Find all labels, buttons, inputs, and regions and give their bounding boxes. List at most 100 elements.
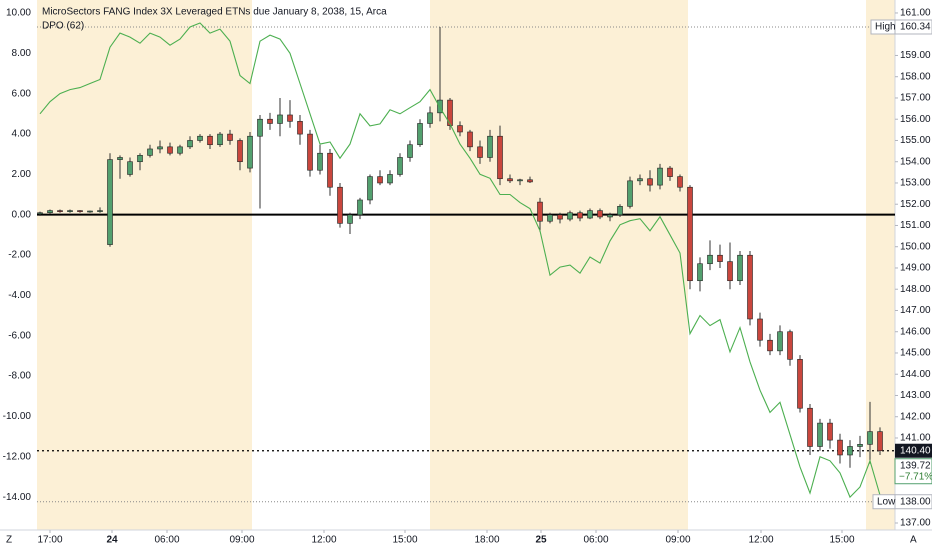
candle-body (437, 99, 443, 114)
candle-body (477, 146, 483, 158)
candle-body (397, 157, 403, 175)
candle-body (317, 152, 323, 171)
high-price-label: 160.34 (900, 22, 931, 33)
x-tick-label: 15:00 (829, 535, 854, 546)
y2-tick-label: 145.00 (900, 348, 931, 359)
candle-body (377, 176, 383, 184)
candle-body (447, 99, 453, 126)
y2-tick-label: 158.00 (900, 71, 931, 82)
other-price-label: 139.72 (900, 460, 931, 471)
candle-body (787, 331, 793, 360)
low-price-label: 138.00 (900, 496, 931, 507)
candle-body (347, 214, 353, 224)
y-tick-label: -14.00 (3, 492, 32, 503)
y2-tick-label: 148.00 (900, 284, 931, 295)
candle-body (497, 135, 503, 180)
y-tick-label: 4.00 (12, 129, 32, 140)
candle-body (37, 212, 43, 215)
candle-body (557, 214, 563, 220)
candle-body (307, 133, 313, 171)
y2-tick-label: 157.00 (900, 93, 931, 104)
candle-body (627, 180, 633, 207)
dpo-line (39, 22, 881, 499)
candle-body (297, 121, 303, 135)
y2-tick-label: 144.00 (900, 369, 931, 380)
candle-body (737, 254, 743, 282)
candle-body (677, 176, 683, 188)
candle-body (747, 254, 753, 320)
candle-body (277, 114, 283, 124)
candle-body (767, 339, 773, 352)
y-tick-label: 6.00 (12, 88, 32, 99)
candle-body (387, 174, 393, 184)
candle-body (57, 210, 63, 212)
y2-tick-label: 156.00 (900, 114, 931, 125)
candle-body (577, 212, 583, 219)
candle-body (837, 439, 843, 456)
candle-body (197, 135, 203, 141)
y2-tick-label: 159.00 (900, 50, 931, 61)
corner-label: Z (6, 535, 12, 546)
x-tick-label: 12:00 (748, 535, 773, 546)
candle-body (547, 214, 553, 222)
candle-body (247, 135, 253, 169)
y2-tick-label: 161.00 (900, 8, 931, 19)
y2-tick-label: 141.00 (900, 433, 931, 444)
candle-body (417, 123, 423, 146)
indicator-label: DPO (62) (42, 21, 84, 32)
x-tick-label: 17:00 (37, 535, 62, 546)
y2-tick-label: 153.00 (900, 178, 931, 189)
high-tag-box (870, 19, 896, 35)
x-tick-label: 18:00 (474, 535, 499, 546)
candle-body (367, 176, 373, 201)
y2-tick-label: 143.00 (900, 390, 931, 401)
y2-tick-label: 151.00 (900, 220, 931, 231)
candle-body (877, 431, 883, 452)
y-tick-label: -12.00 (3, 451, 32, 462)
y-tick-label: 8.00 (12, 48, 32, 59)
candle-body (407, 144, 413, 158)
candle-body (147, 148, 153, 156)
candle-body (67, 210, 73, 212)
candle-body (267, 118, 273, 124)
change-label: −7.71% (899, 471, 932, 482)
x-tick-label: 06:00 (154, 535, 179, 546)
candle-body (707, 254, 713, 265)
candle-body (327, 152, 333, 188)
candle-body (107, 159, 113, 245)
candle-body (217, 133, 223, 146)
y-tick-label: -8.00 (8, 371, 31, 382)
candle-body (817, 422, 823, 447)
y2-tick-label: 150.00 (900, 241, 931, 252)
candle-body (697, 263, 703, 282)
candle-body (827, 422, 833, 441)
session-shade (37, 0, 252, 530)
candle-body (427, 112, 433, 124)
y2-tick-label: 149.00 (900, 263, 931, 274)
candle-body (587, 210, 593, 219)
candle-body (637, 178, 643, 182)
candle-body (357, 199, 363, 216)
other-price-box (894, 458, 932, 485)
candle-body (617, 206, 623, 216)
candle-body (757, 318, 763, 341)
y2-tick-label: 137.00 (900, 518, 931, 529)
candle-body (847, 446, 853, 456)
candle-body (607, 214, 613, 218)
x-tick-label: 09:00 (229, 535, 254, 546)
y2-tick-label: 154.00 (900, 156, 931, 167)
candle-body (97, 210, 103, 212)
last-price-label: 140.40 (900, 445, 931, 456)
y-tick-label: 0.00 (12, 209, 32, 220)
candle-body (137, 155, 143, 163)
y2-tick-label: 142.00 (900, 411, 931, 422)
y-tick-label: -4.00 (8, 290, 31, 301)
chart-title: MicroSectors FANG Index 3X Leveraged ETN… (42, 7, 387, 18)
candle-body (647, 178, 653, 186)
candle-body (47, 210, 53, 214)
y2-tick-label: 147.00 (900, 305, 931, 316)
low-tag-box (872, 494, 896, 510)
candle-body (567, 212, 573, 220)
candle-body (337, 186, 343, 224)
